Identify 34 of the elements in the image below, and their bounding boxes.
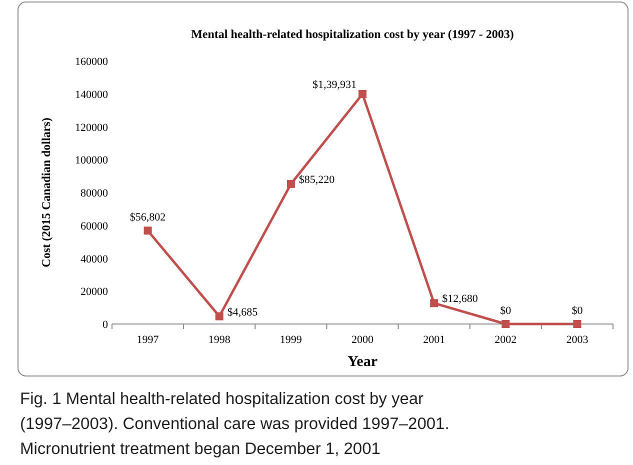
point bbox=[358, 90, 366, 98]
y-tick-label: 60000 bbox=[80, 220, 108, 232]
point bbox=[573, 320, 582, 328]
x-tick-label: 2000 bbox=[352, 334, 374, 346]
y-tick-label: 0 bbox=[102, 319, 108, 331]
data-label: $0 bbox=[500, 305, 512, 317]
caption: Fig. 1 Mental health-related hospitalization cost by year (1997–2003). Conventional care was provided 1997–2001. Micronutrient treatment began December 1, 2001 bbox=[20, 390, 450, 458]
chart-title: Mental health-related hospitalization cost by year (1997 - 2003) bbox=[191, 27, 514, 41]
x-tick-label: 2002 bbox=[494, 334, 517, 346]
x-tick-label: 1998 bbox=[208, 334, 231, 346]
point bbox=[502, 320, 510, 328]
y-tick-label: 140000 bbox=[75, 88, 108, 101]
y-tick-label: 100000 bbox=[75, 154, 108, 167]
data-label: $4,685 bbox=[227, 306, 258, 318]
point bbox=[215, 312, 224, 320]
y-tick-label: 20000 bbox=[80, 286, 108, 298]
point bbox=[144, 226, 152, 235]
y-tick-label: 160000 bbox=[75, 56, 108, 68]
x-tick-label: 1997 bbox=[136, 334, 160, 346]
point bbox=[430, 299, 438, 308]
y-tick-label: 120000 bbox=[75, 122, 108, 134]
y-axis-title: Cost (2015 Canadian dollars) bbox=[39, 118, 53, 268]
y-tick-label: 80000 bbox=[80, 188, 108, 200]
data-label: $85,220 bbox=[298, 174, 336, 186]
data-label: $0 bbox=[572, 305, 584, 317]
x-tick-label: 2001 bbox=[423, 334, 446, 346]
data-label: $56,802 bbox=[130, 212, 166, 224]
x-tick-label: 1999 bbox=[280, 334, 302, 346]
data-label: $1,39,931 bbox=[312, 78, 356, 91]
data-label: $12,680 bbox=[442, 293, 478, 306]
x-axis-title: Year bbox=[348, 354, 378, 370]
y-tick-label: 40000 bbox=[80, 253, 108, 266]
point bbox=[286, 180, 295, 188]
x-tick-label: 2003 bbox=[566, 334, 589, 346]
